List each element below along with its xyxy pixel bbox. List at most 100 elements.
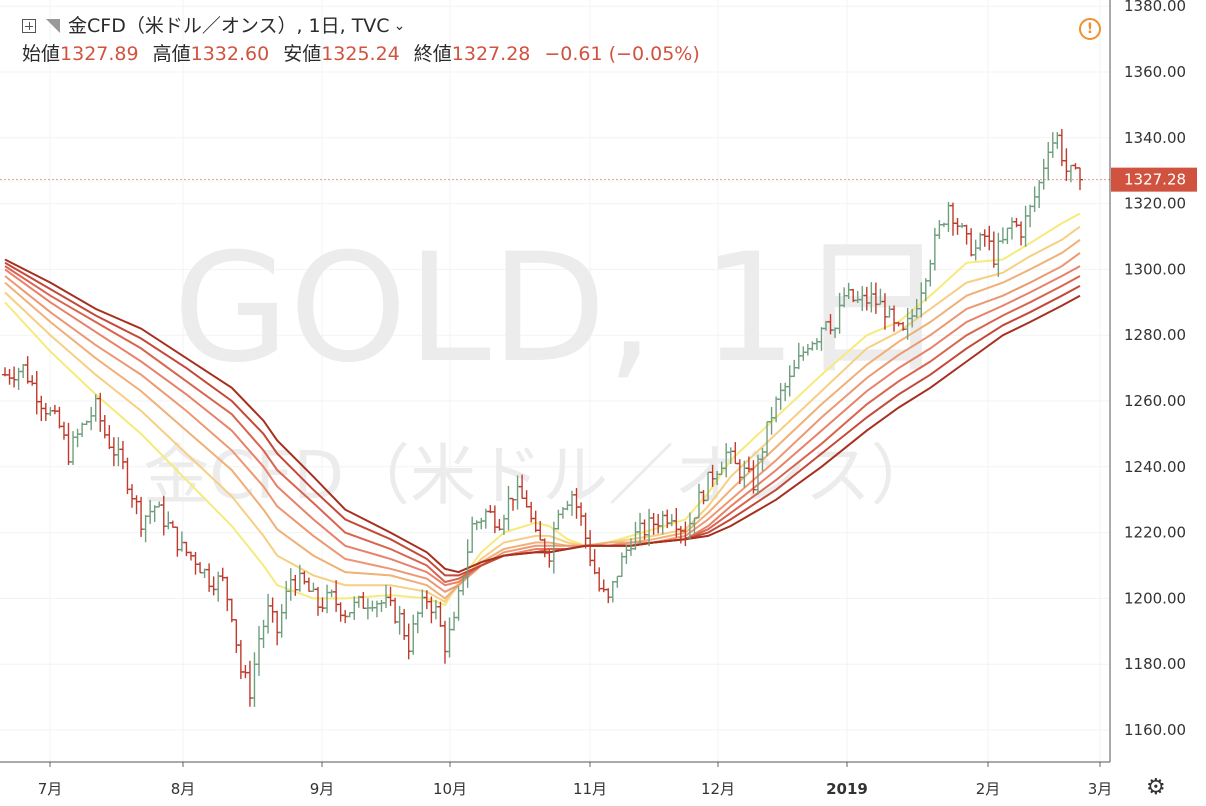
price-bar xyxy=(990,231,997,268)
price-bar xyxy=(274,610,281,646)
price-bar xyxy=(88,406,95,431)
price-bar xyxy=(999,227,1006,244)
price-bar xyxy=(246,660,253,707)
price-bar xyxy=(233,619,240,653)
price-bar xyxy=(1077,167,1083,191)
time-axis: 7月 8月 9月 10月 11月 12月 2019 2月 3月 xyxy=(0,761,1112,798)
y-tick-label: 1380.00 xyxy=(1124,0,1186,15)
symbol-title[interactable]: 金CFD（米ドル／オンス）, 1日, TVC xyxy=(68,15,390,37)
price-bar xyxy=(328,589,335,598)
price-bar xyxy=(256,625,263,676)
price-bar xyxy=(637,512,644,545)
price-bar xyxy=(378,599,385,612)
price-axis: 1160.00 1180.00 1200.00 1220.00 1240.00 1260.… xyxy=(1109,0,1197,762)
gear-icon[interactable]: ⚙ xyxy=(1146,775,1166,800)
price-bar xyxy=(319,597,326,613)
price-bar xyxy=(287,568,294,601)
last-price-tag xyxy=(1111,167,1197,192)
price-bar xyxy=(369,600,376,612)
y-tick-label: 1180.00 xyxy=(1124,655,1186,673)
price-bar xyxy=(605,588,612,604)
flag-icon[interactable] xyxy=(46,19,60,33)
ma-line-1 xyxy=(4,212,1081,607)
price-bar xyxy=(410,614,417,655)
price-bar xyxy=(446,617,453,658)
price-bar xyxy=(1027,204,1034,228)
plus-square-icon[interactable] xyxy=(22,19,36,33)
x-tick-label: 12月 xyxy=(701,780,735,798)
price-bar xyxy=(129,484,136,508)
price-bar xyxy=(210,576,217,596)
price-bar xyxy=(419,589,426,618)
change-value: −0.61 (−0.05%) xyxy=(544,43,700,65)
low-label: 安値 xyxy=(283,43,322,65)
price-bar xyxy=(623,544,630,564)
price-bar xyxy=(1063,148,1070,181)
price-bar xyxy=(600,579,607,593)
price-bar xyxy=(1054,132,1061,149)
close-label: 終値 xyxy=(413,43,452,65)
price-bar xyxy=(437,601,444,627)
price-bar xyxy=(582,512,589,549)
y-tick-label: 1280.00 xyxy=(1124,326,1186,344)
price-bar xyxy=(165,511,172,530)
alert-circle-icon[interactable]: ! xyxy=(1079,18,1101,40)
price-bar xyxy=(314,586,321,616)
y-tick-label: 1240.00 xyxy=(1124,458,1186,476)
price-bar xyxy=(773,396,780,423)
price-bar xyxy=(963,224,970,245)
price-bar xyxy=(42,402,49,421)
price-bar xyxy=(655,513,662,534)
price-bar xyxy=(260,619,267,648)
price-bar xyxy=(1004,227,1011,245)
open-value: 1327.89 xyxy=(60,43,139,65)
price-bar xyxy=(968,228,975,257)
price-bar xyxy=(11,366,18,388)
price-bar xyxy=(115,437,122,467)
chart-watermark: GOLD, 1日 金CFD（米ドル／オンス） xyxy=(143,222,947,514)
price-bar xyxy=(6,369,13,385)
price-bar xyxy=(70,431,77,466)
price-bar xyxy=(405,623,412,660)
y-tick-label: 1300.00 xyxy=(1124,260,1186,278)
price-bar xyxy=(469,516,476,553)
y-tick-label: 1200.00 xyxy=(1124,589,1186,607)
price-bar xyxy=(106,425,113,450)
ma-line-3 xyxy=(4,238,1081,600)
price-bar xyxy=(192,551,199,575)
price-bar xyxy=(110,437,117,467)
y-tick-label: 1340.00 xyxy=(1124,129,1186,147)
price-bar xyxy=(197,562,204,574)
price-bar xyxy=(1040,158,1047,190)
price-bar xyxy=(1008,217,1015,240)
price-bar xyxy=(396,605,403,635)
ma-line-6 xyxy=(4,265,1081,584)
price-bar xyxy=(986,225,993,251)
price-bar xyxy=(219,567,226,582)
y-tick-label: 1360.00 xyxy=(1124,63,1186,81)
x-tick-label: 11月 xyxy=(573,780,607,798)
price-bar xyxy=(478,517,485,530)
price-bar xyxy=(364,598,371,620)
price-bar xyxy=(133,495,140,515)
chevron-down-icon[interactable]: ⌄ xyxy=(393,18,406,34)
price-bar xyxy=(47,407,54,416)
x-tick-label: 2019 xyxy=(826,780,868,798)
ma-line-4 xyxy=(4,252,1081,593)
price-bar xyxy=(265,593,272,634)
x-tick-label: 7月 xyxy=(38,780,63,798)
price-bar xyxy=(29,375,36,386)
price-bar xyxy=(451,611,458,631)
price-bar xyxy=(33,370,40,415)
price-bar xyxy=(995,232,1002,277)
price-bar xyxy=(142,515,149,543)
price-bar xyxy=(206,563,213,592)
price-bar xyxy=(981,229,988,247)
price-bar xyxy=(119,440,126,470)
price-bar xyxy=(65,422,72,466)
price-bar xyxy=(20,363,27,379)
chart-grid xyxy=(0,0,1110,762)
price-bar xyxy=(337,602,344,622)
price-bar xyxy=(124,457,131,495)
